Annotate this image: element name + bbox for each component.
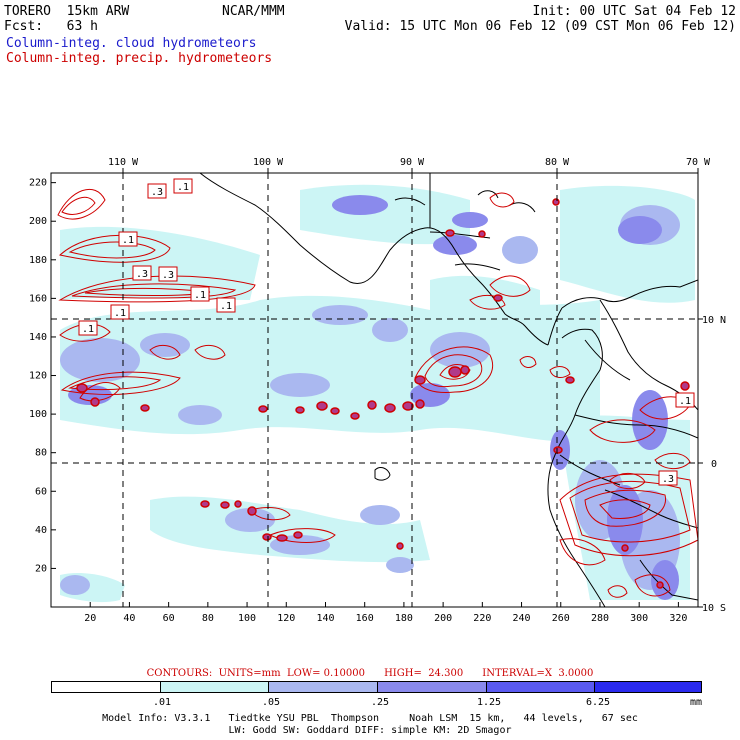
colorbar-segment [378,682,487,692]
colorbar-segment [486,682,596,692]
longitude-label: 110 W [108,157,139,168]
longitude-label: 70 W [686,157,711,168]
contour-label: .1 [118,231,138,247]
longitude-label: 90 W [400,157,425,168]
lat-lon-grid [51,173,698,607]
x-tick-label: 120 [277,613,295,624]
svg-text:.1: .1 [82,324,94,335]
valid-time: Valid: 15 UTC Mon 06 Feb 12 (09 CST Mon … [344,19,736,34]
x-tick-label: 320 [669,613,687,624]
contour-info: CONTOURS: UNITS=mm LOW= 0.10000 HIGH= 24… [146,668,594,679]
longitude-label: 100 W [253,157,284,168]
colorbar-label: .05 [261,697,281,708]
contour-label: .3 [132,265,152,281]
longitude-labels: 110 W 100 W 90 W 80 W 70 W [108,157,711,173]
model-info-line-2: LW: Godd SW: Goddard DIFF: simple KM: 2D… [228,725,512,736]
colorbar-label: 6.25 [586,697,611,708]
map-frame [50,172,699,608]
x-tick-label: 220 [473,613,491,624]
x-tick-label: 40 [123,613,135,624]
colorbar-segment [595,682,702,692]
colorbar-segment [269,682,379,692]
svg-text:.3: .3 [136,269,148,280]
latitude-label: 0 [711,459,717,470]
model-info-line-1: Model Info: V3.3.1 Tiedtke YSU PBL Thomp… [102,713,638,724]
colorbar [51,681,702,693]
colorbar-label: .25 [370,697,390,708]
svg-text:.3: .3 [162,270,174,281]
svg-text:.1: .1 [177,182,189,193]
latitude-labels: 10 N 0 10 S [698,315,726,614]
svg-text:.1: .1 [220,301,232,312]
y-tick-label: 40 [35,525,47,536]
colorbar-label: .01 [152,697,172,708]
y-tick-label: 60 [35,486,47,497]
svg-text:.1: .1 [122,235,134,246]
svg-text:.1: .1 [114,308,126,319]
contour-label: .1 [173,178,193,194]
x-tick-label: 160 [356,613,374,624]
y-tick-label: 80 [35,448,47,459]
y-tick-label: 140 [29,332,47,343]
x-tick-label: 20 [84,613,96,624]
y-tick-label: 200 [29,216,47,227]
init-time: Init: 00 UTC Sat 04 Feb 12 [532,4,737,19]
longitude-label: 80 W [545,157,570,168]
x-tick-label: 180 [395,613,413,624]
latitude-label: 10 N [702,315,726,326]
y-tick-label: 220 [29,178,47,189]
organization: NCAR/MMM [222,4,285,19]
x-tick-label: 300 [630,613,648,624]
y-tick-label: 100 [29,409,47,420]
x-tick-label: 100 [238,613,256,624]
contour-label: .1 [190,286,210,302]
legend-cloud-hydrometeors: Column-integ. cloud hydrometeors [6,36,257,51]
contour-label: .1 [216,297,236,313]
x-tick-label: 260 [552,613,570,624]
svg-text:.3: .3 [662,474,674,485]
y-axis-ticks: 20 40 60 80 100 120 140 160 180 200 220 [29,178,56,574]
x-tick-label: 200 [434,613,452,624]
contour-label: .1 [78,320,98,336]
contour-labels: .3 .1 .1 .3 .3 .1 .1 .1 .1 .1 .3 [78,178,695,486]
colorbar-segment [160,682,270,692]
svg-text:.1: .1 [679,396,691,407]
latitude-label: 10 S [702,603,726,614]
x-tick-label: 60 [163,613,175,624]
precip-cores [76,198,690,589]
y-tick-label: 160 [29,293,47,304]
y-tick-label: 180 [29,255,47,266]
contour-label: .1 [110,304,130,320]
x-axis-ticks: 20 40 60 80 100 120 140 160 180 200 220 240 260 280 30… [84,602,687,624]
cloud-hydrometeor-shading [60,184,695,603]
y-tick-label: 120 [29,371,47,382]
colorbar-segment [52,682,161,692]
colorbar-unit: mm [690,697,703,708]
colorbar-label: 1.25 [477,697,502,708]
y-tick-label: 20 [35,563,47,574]
svg-text:.1: .1 [194,290,206,301]
contour-label: .3 [147,183,167,199]
forecast-hour: Fcst: 63 h [4,19,98,34]
x-tick-label: 140 [316,613,334,624]
x-tick-label: 280 [591,613,609,624]
contour-label: .1 [675,392,695,408]
svg-text:.3: .3 [151,187,163,198]
contour-label: .3 [158,266,178,282]
coastlines [199,173,698,607]
x-tick-label: 240 [513,613,531,624]
contour-label: .3 [658,470,678,486]
legend-precip-hydrometeors: Column-integ. precip. hydrometeors [6,51,273,66]
model-title: TORERO 15km ARW [4,4,130,19]
x-tick-label: 80 [202,613,214,624]
